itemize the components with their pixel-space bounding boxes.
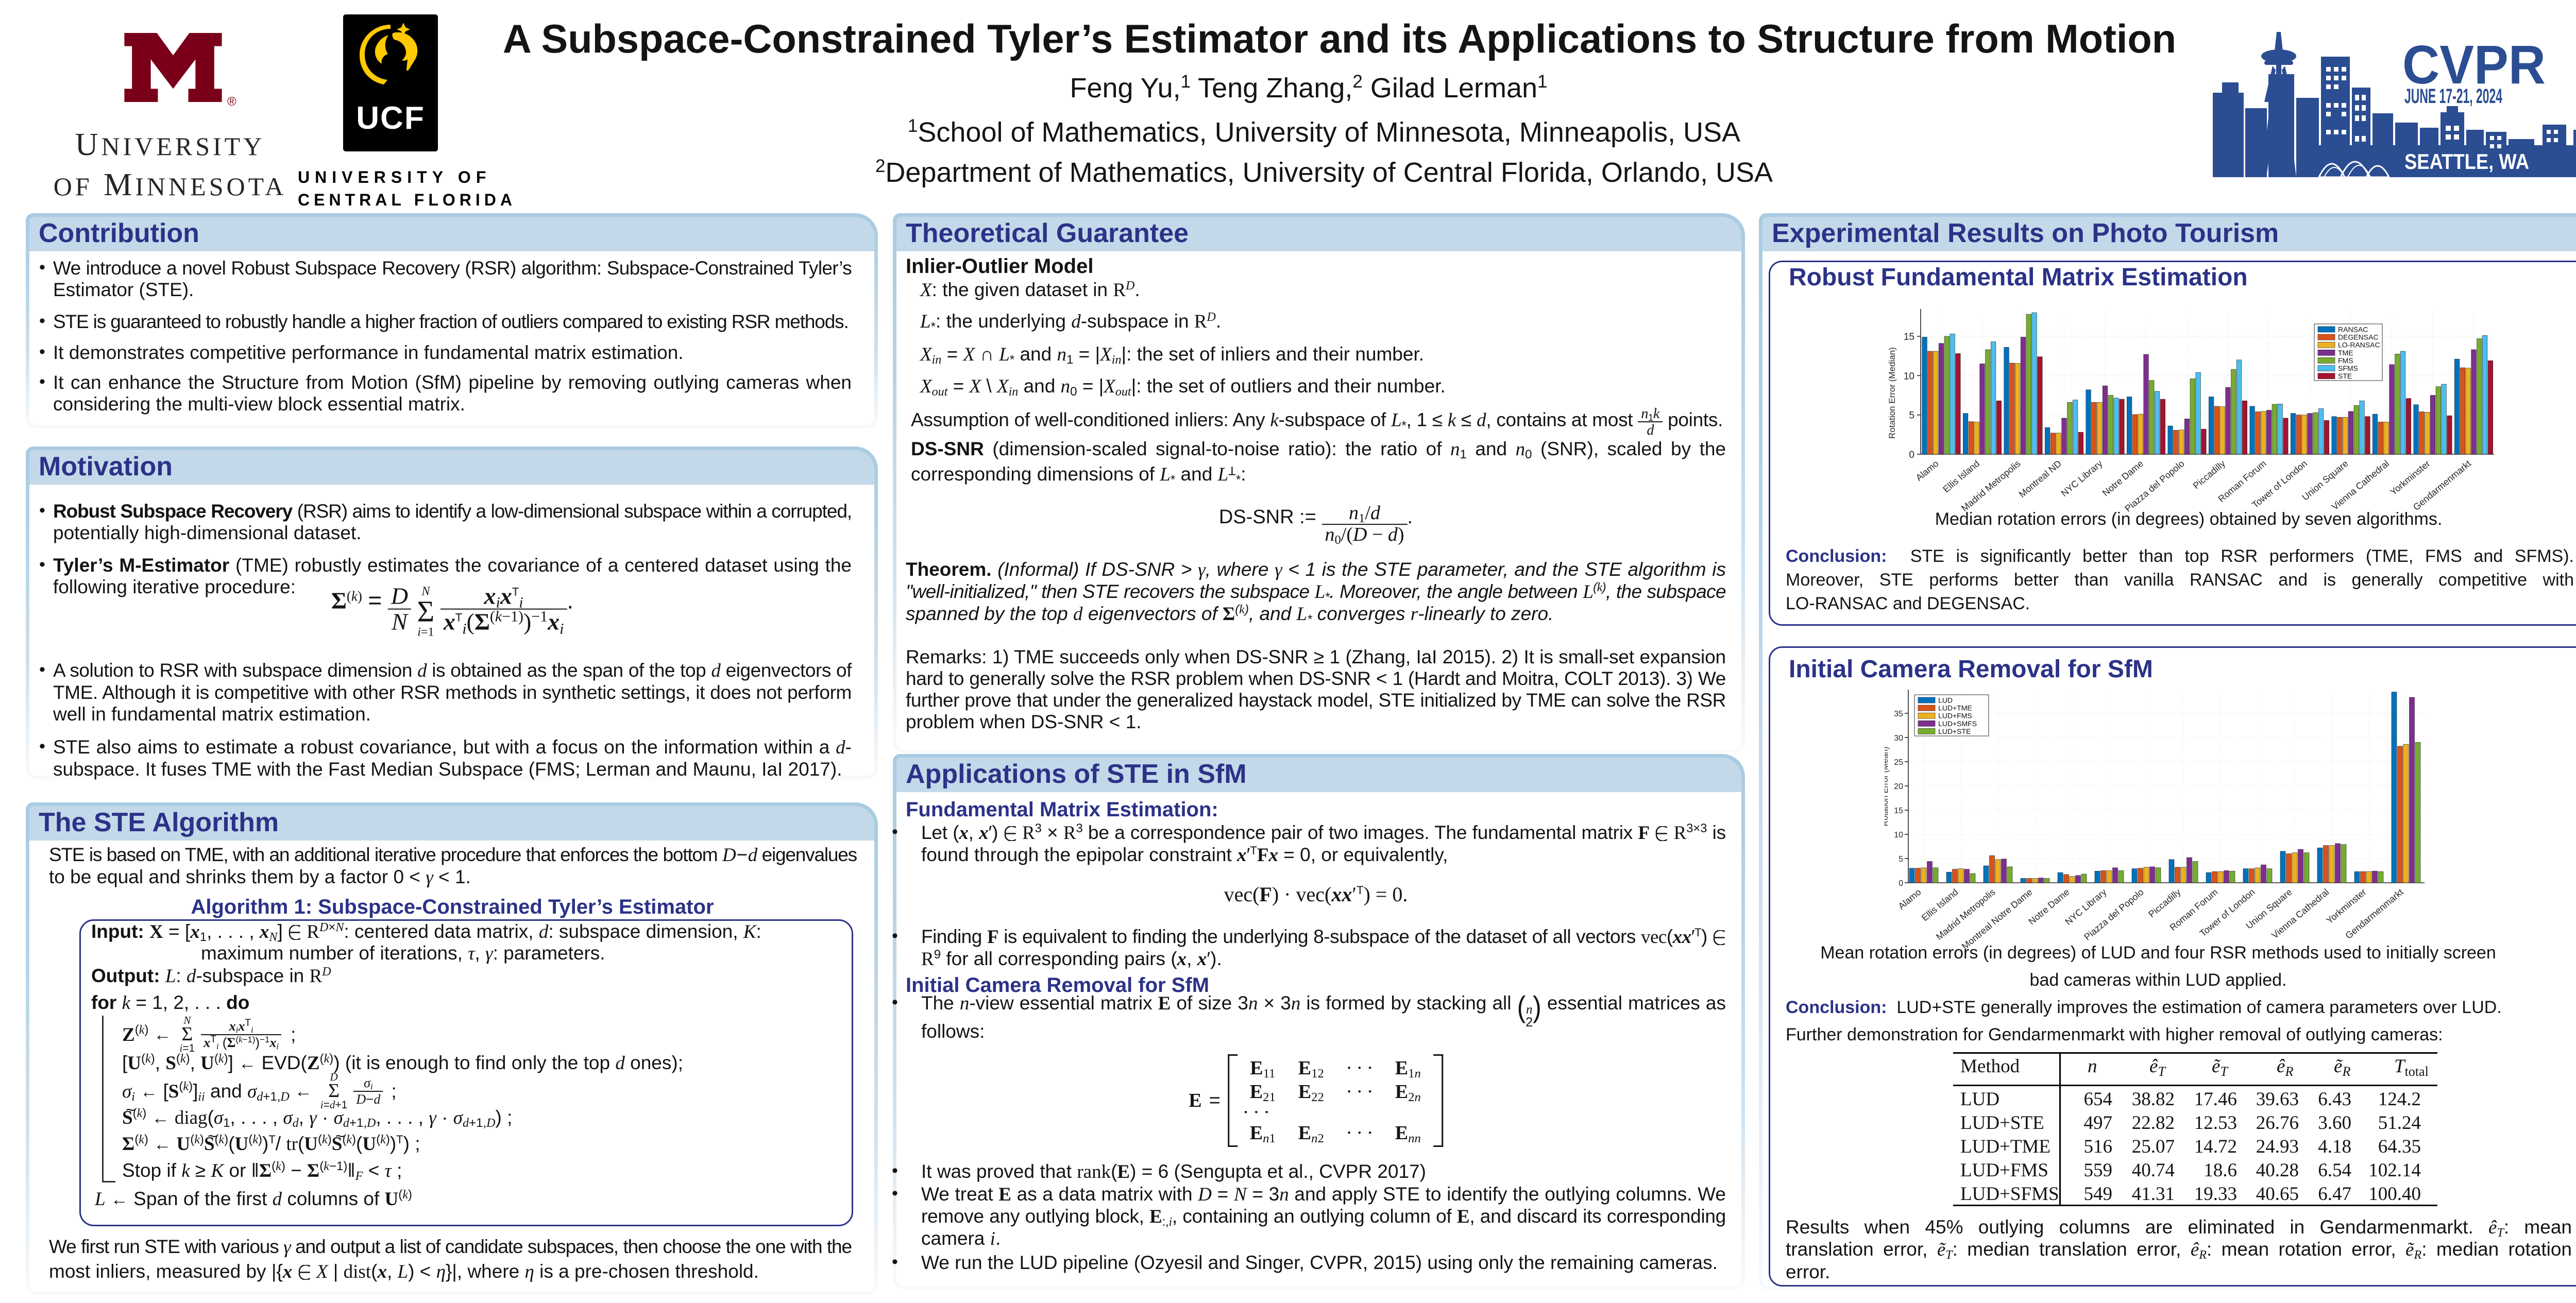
svg-text:Alamo: Alamo (1896, 887, 1923, 912)
svg-text:LUD: LUD (1938, 696, 1953, 705)
svg-text:Montreal ND: Montreal ND (2017, 458, 2063, 500)
svg-text:LUD+FMS: LUD+FMS (1938, 712, 1972, 720)
svg-text:10: 10 (1904, 371, 1914, 382)
svg-text:Ellis Island: Ellis Island (1941, 458, 1981, 495)
svg-text:30: 30 (1894, 734, 1903, 743)
svg-text:Rotation Error (Median): Rotation Error (Median) (1887, 347, 1897, 439)
svg-text:TME: TME (2338, 349, 2353, 357)
svg-text:DEGENSAC: DEGENSAC (2338, 333, 2379, 341)
svg-text:10: 10 (1894, 831, 1903, 839)
svg-text:Yorkminster: Yorkminster (2388, 458, 2432, 498)
svg-text:15: 15 (1904, 332, 1914, 342)
svg-text:JUNE 17-21, 2024: JUNE 17-21, 2024 (2404, 85, 2502, 108)
svg-text:5: 5 (1899, 855, 1903, 864)
svg-text:Montreal Notre Dame: Montreal Notre Dame (1960, 887, 2035, 952)
svg-text:Rotation Error (Mean): Rotation Error (Mean) (1885, 747, 1890, 827)
svg-text:FMS: FMS (2338, 356, 2353, 365)
svg-text:LO-RANSAC: LO-RANSAC (2338, 341, 2380, 349)
svg-text:Piccadilly: Piccadilly (2191, 458, 2227, 491)
svg-text:LUD+TME: LUD+TME (1938, 704, 1972, 712)
svg-text:STE: STE (2338, 372, 2352, 380)
svg-text:0: 0 (1899, 879, 1903, 888)
svg-text:25: 25 (1894, 758, 1903, 767)
svg-text:Piccadilly: Piccadilly (2146, 887, 2182, 920)
svg-text:LUD+SMFS: LUD+SMFS (1938, 719, 1977, 728)
svg-text:35: 35 (1894, 710, 1903, 718)
svg-text:15: 15 (1894, 807, 1903, 815)
svg-text:LUD+STE: LUD+STE (1938, 727, 1971, 735)
svg-text:0: 0 (1909, 450, 1914, 460)
svg-text:SEATTLE, WA: SEATTLE, WA (2404, 149, 2529, 174)
svg-text:SFMS: SFMS (2338, 364, 2358, 372)
svg-text:CVPR: CVPR (2402, 35, 2546, 95)
svg-text:NYC Library: NYC Library (2059, 458, 2105, 499)
svg-text:Alamo: Alamo (1914, 458, 1941, 483)
svg-text:RANSAC: RANSAC (2338, 325, 2368, 334)
svg-text:20: 20 (1894, 782, 1903, 791)
svg-text:5: 5 (1909, 410, 1914, 421)
